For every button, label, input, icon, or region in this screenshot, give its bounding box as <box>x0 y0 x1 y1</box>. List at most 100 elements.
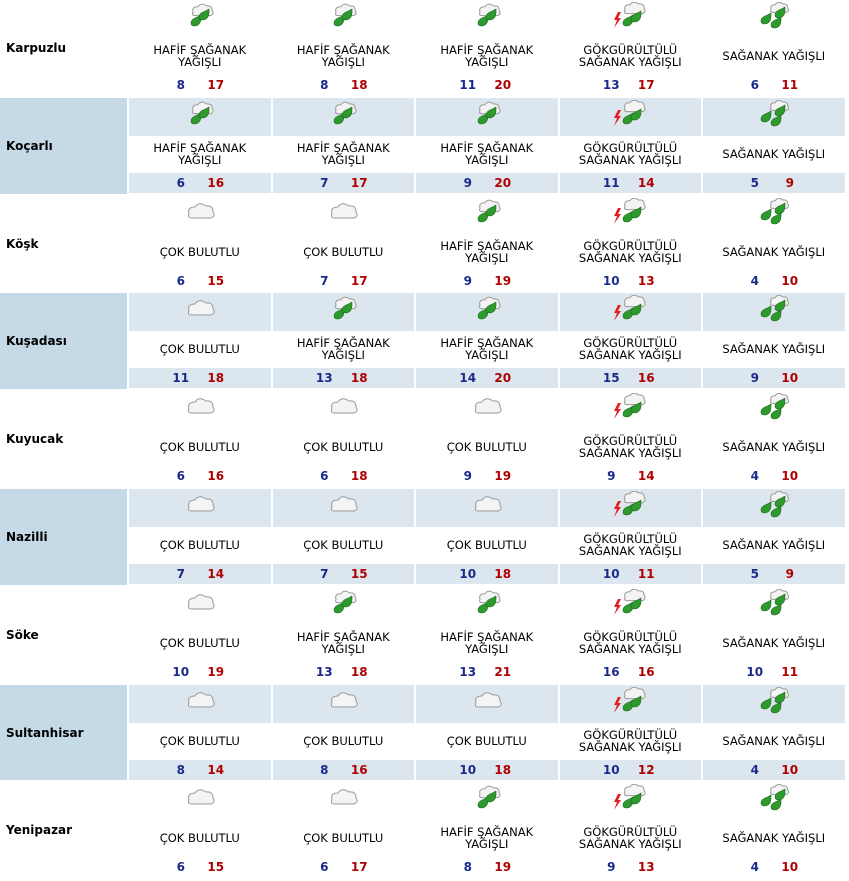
icon-part <box>190 112 202 125</box>
icon-svg <box>187 202 215 219</box>
icon-part <box>614 794 622 811</box>
icon-part <box>760 599 772 612</box>
condition: HAFİF ŞAĞANAK YAĞIŞLI <box>440 825 534 852</box>
icon-part <box>774 397 786 410</box>
icon-part <box>770 701 782 713</box>
icon-svg <box>614 99 646 126</box>
icon-svg <box>187 691 215 708</box>
condition: HAFİF ŞAĞANAK YAĞIŞLI <box>440 336 534 363</box>
icon-part <box>614 501 622 517</box>
weather-icon <box>611 295 651 329</box>
condition: HAFİF ŞAĞANAK YAĞIŞLI <box>440 629 534 656</box>
condition: GÖKGÜRÜLTÜLÜ SAĞANAK YAĞIŞLI <box>578 629 682 656</box>
max-temp: 16 <box>637 371 655 386</box>
icon-svg <box>331 202 358 219</box>
temp-band <box>559 564 701 584</box>
icon-svg <box>760 393 789 420</box>
icon-part <box>187 594 215 610</box>
max-temp: 15 <box>207 273 225 288</box>
condition: SAĞANAK YAĞIŞLI <box>722 831 826 846</box>
max-temp: 20 <box>494 371 512 386</box>
max-temp: 19 <box>494 469 512 484</box>
min-temp: 7 <box>320 273 329 288</box>
min-temp: 9 <box>750 371 759 386</box>
icon-part <box>760 403 772 416</box>
icon-part <box>774 495 786 508</box>
icon-svg <box>614 490 646 517</box>
icon-part <box>760 208 772 220</box>
weather-icon <box>468 100 508 134</box>
icon-part <box>760 12 772 25</box>
icon-svg <box>474 398 502 414</box>
icon-part <box>614 598 622 615</box>
condition: ÇOK BULUTLU <box>159 342 240 357</box>
weather-icon <box>324 784 364 818</box>
weather-icon <box>611 99 651 134</box>
icon-part <box>770 309 782 322</box>
icon-part <box>485 595 497 608</box>
weather-icon <box>611 1 651 36</box>
weather-icon <box>611 197 651 232</box>
icon-svg <box>333 297 357 320</box>
icon-part <box>341 8 353 21</box>
condition: ÇOK BULUTLU <box>303 733 384 748</box>
condition: SAĞANAK YAĞIŞLI <box>722 49 826 63</box>
max-temp: 15 <box>350 567 368 581</box>
condition: ÇOK BULUTLU <box>159 440 240 455</box>
icon-svg <box>477 101 501 125</box>
icon-part <box>774 593 786 606</box>
max-temp: 19 <box>494 273 512 288</box>
condition: GÖKGÜRÜLTÜLÜ SAĞANAK YAĞIŞLI <box>578 825 682 852</box>
temp-band <box>559 759 701 780</box>
icon-svg <box>760 295 789 322</box>
condition: ÇOK BULUTLU <box>303 440 384 455</box>
condition: ÇOK BULUTLU <box>303 538 384 552</box>
icon-svg <box>477 3 501 27</box>
min-temp: 15 <box>602 371 620 386</box>
condition: SAĞANAK YAĞIŞLI <box>722 146 826 161</box>
icon-part <box>774 299 786 312</box>
icon-part <box>770 505 782 518</box>
city-name: Kuşadası <box>6 334 67 349</box>
temp-band <box>416 564 558 584</box>
city-name: Karpuzlu <box>6 41 67 55</box>
max-temp: 19 <box>207 664 225 679</box>
icon-part <box>624 686 646 699</box>
min-temp: 10 <box>459 567 477 581</box>
weather-icon <box>611 784 651 818</box>
icon-svg <box>760 588 789 616</box>
icon-part <box>760 697 772 709</box>
max-temp: 10 <box>781 762 799 777</box>
icon-part <box>624 197 646 210</box>
icon-part <box>614 696 622 713</box>
icon-part <box>614 207 622 224</box>
icon-part <box>624 99 646 112</box>
min-temp: 9 <box>463 175 472 190</box>
max-temp: 18 <box>350 78 368 92</box>
condition: ÇOK BULUTLU <box>159 244 240 259</box>
icon-svg <box>331 398 358 414</box>
icon-part <box>760 305 772 318</box>
icon-part <box>187 202 215 219</box>
condition: SAĞANAK YAĞIŞLI <box>722 342 826 357</box>
max-temp: 18 <box>207 371 225 386</box>
icon-part <box>333 112 345 125</box>
weather-icon <box>611 490 651 525</box>
max-temp: 20 <box>494 78 512 92</box>
icon-part <box>630 206 642 218</box>
icon-part <box>774 104 786 117</box>
icon-part <box>477 210 489 222</box>
icon-part <box>474 496 502 512</box>
icon-part <box>774 691 786 703</box>
min-temp: 9 <box>607 469 616 484</box>
min-temp: 5 <box>750 567 759 581</box>
weather-icon <box>755 393 795 427</box>
max-temp: 10 <box>781 273 799 288</box>
max-temp: 16 <box>350 762 368 777</box>
city-name: Köşk <box>6 236 39 251</box>
city-name: Yenipazar <box>6 823 73 838</box>
min-temp: 9 <box>607 860 616 875</box>
icon-part <box>198 106 210 119</box>
icon-part <box>341 301 353 314</box>
icon-part <box>630 499 642 512</box>
